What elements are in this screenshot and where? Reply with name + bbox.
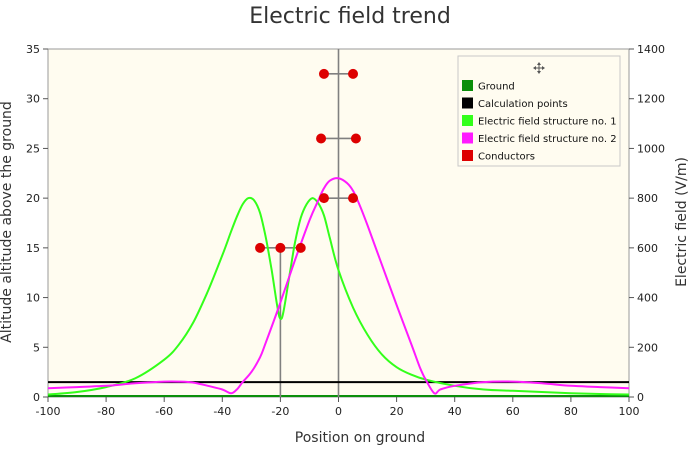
legend-label-4: Electric field structure no. 2 [478, 134, 617, 145]
legend-swatch-4 [462, 132, 473, 144]
chart-title: Electric field trend [249, 4, 451, 29]
x-tick-label-0: -100 [36, 405, 61, 418]
conductor-point-5 [348, 193, 359, 204]
y2-tick-label-1: 200 [637, 341, 658, 354]
legend-label-2: Calculation points [478, 99, 568, 110]
legend-swatch-3 [462, 115, 473, 126]
x-tick-label-6: 20 [390, 405, 404, 418]
legend: Ground Calculation points Electric field s… [457, 55, 621, 167]
y2-tick-label-2: 400 [637, 292, 658, 305]
x-tick-label-3: -40 [213, 405, 231, 418]
x-tick-label-10: 100 [619, 405, 640, 418]
y2-tick-label-5: 1000 [637, 142, 665, 155]
series-layer [47, 177, 630, 396]
x-axis-label: Position on ground [294, 430, 426, 446]
legend-box [457, 55, 621, 167]
legend-swatch-1 [462, 80, 473, 91]
y2-tick-label-3: 600 [637, 242, 658, 255]
y2-tick-label-4: 800 [637, 192, 658, 205]
x-tick-label-9: 80 [564, 405, 578, 418]
y2-tick-label-0: 0 [637, 391, 644, 404]
x-tick-label-8: 60 [506, 405, 520, 418]
legend-swatch-2 [462, 97, 473, 109]
conductor-point-9 [348, 68, 359, 79]
series-line-1 [47, 196, 630, 396]
move-icon[interactable] [533, 62, 545, 74]
conductor-point-2 [275, 242, 286, 253]
y2-tick-label-6: 1200 [637, 93, 665, 106]
x-tick-label-4: -20 [271, 405, 289, 418]
axes-layer: -100 -80 -60 -40 -20 0 20 40 60 80 100051015202530… [26, 43, 665, 418]
y-tick-label-3: 15 [26, 242, 40, 255]
conductor-point-4 [318, 193, 329, 204]
conductor-point-6 [316, 133, 327, 144]
x-tick-label-1: -80 [97, 405, 115, 418]
y-tick-label-6: 30 [26, 93, 40, 106]
conductor-point-8 [318, 68, 329, 79]
y-tick-label-5: 25 [26, 142, 40, 155]
y-tick-label-0: 0 [33, 391, 40, 404]
y-tick-label-1: 5 [33, 341, 40, 354]
conductors-layer [255, 68, 361, 253]
y-tick-label-4: 20 [26, 192, 40, 205]
legend-label-3: Electric field structure no. 1 [478, 117, 617, 128]
y2-axis-label: Electric field (V/m) [674, 157, 690, 287]
y-axis-label: Altitude altitude above the ground [0, 101, 15, 343]
y-tick-label-2: 10 [26, 292, 40, 305]
legend-label-1: Ground [478, 82, 515, 93]
conductor-point-3 [295, 242, 306, 253]
conductor-point-7 [350, 133, 361, 144]
x-tick-label-7: 40 [448, 405, 462, 418]
y2-tick-label-7: 1400 [637, 43, 665, 56]
x-tick-label-5: 0 [335, 405, 342, 418]
legend-swatch-5 [462, 150, 473, 161]
legend-label-5: Conductors [478, 152, 535, 163]
x-tick-label-2: -60 [155, 405, 173, 418]
conductor-point-1 [255, 242, 266, 253]
series-line-2 [47, 177, 630, 395]
y-tick-label-7: 35 [26, 43, 40, 56]
